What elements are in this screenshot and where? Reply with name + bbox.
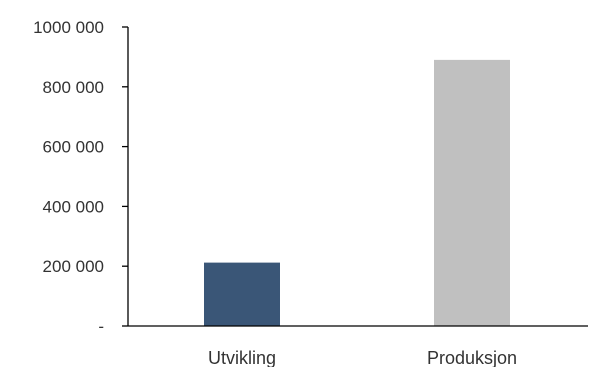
bars: [204, 59, 510, 326]
y-tick-label: 600 000: [43, 138, 104, 157]
x-axis-labels: Utvikling Produksjon: [208, 348, 517, 367]
bar-utvikling: [204, 262, 280, 326]
x-category-label: Produksjon: [427, 348, 517, 367]
y-tick-label: 400 000: [43, 197, 104, 216]
bar-produksjon: [434, 59, 510, 326]
x-category-label: Utvikling: [208, 348, 276, 367]
y-tick-label: -: [98, 317, 104, 336]
y-tick-label: 1000 000: [33, 18, 104, 37]
y-tick-label: 200 000: [43, 257, 104, 276]
y-tick-label: 800 000: [43, 78, 104, 97]
y-axis-ticks: - 200 000 400 000 600 000 800 000 1000 000: [33, 18, 128, 336]
